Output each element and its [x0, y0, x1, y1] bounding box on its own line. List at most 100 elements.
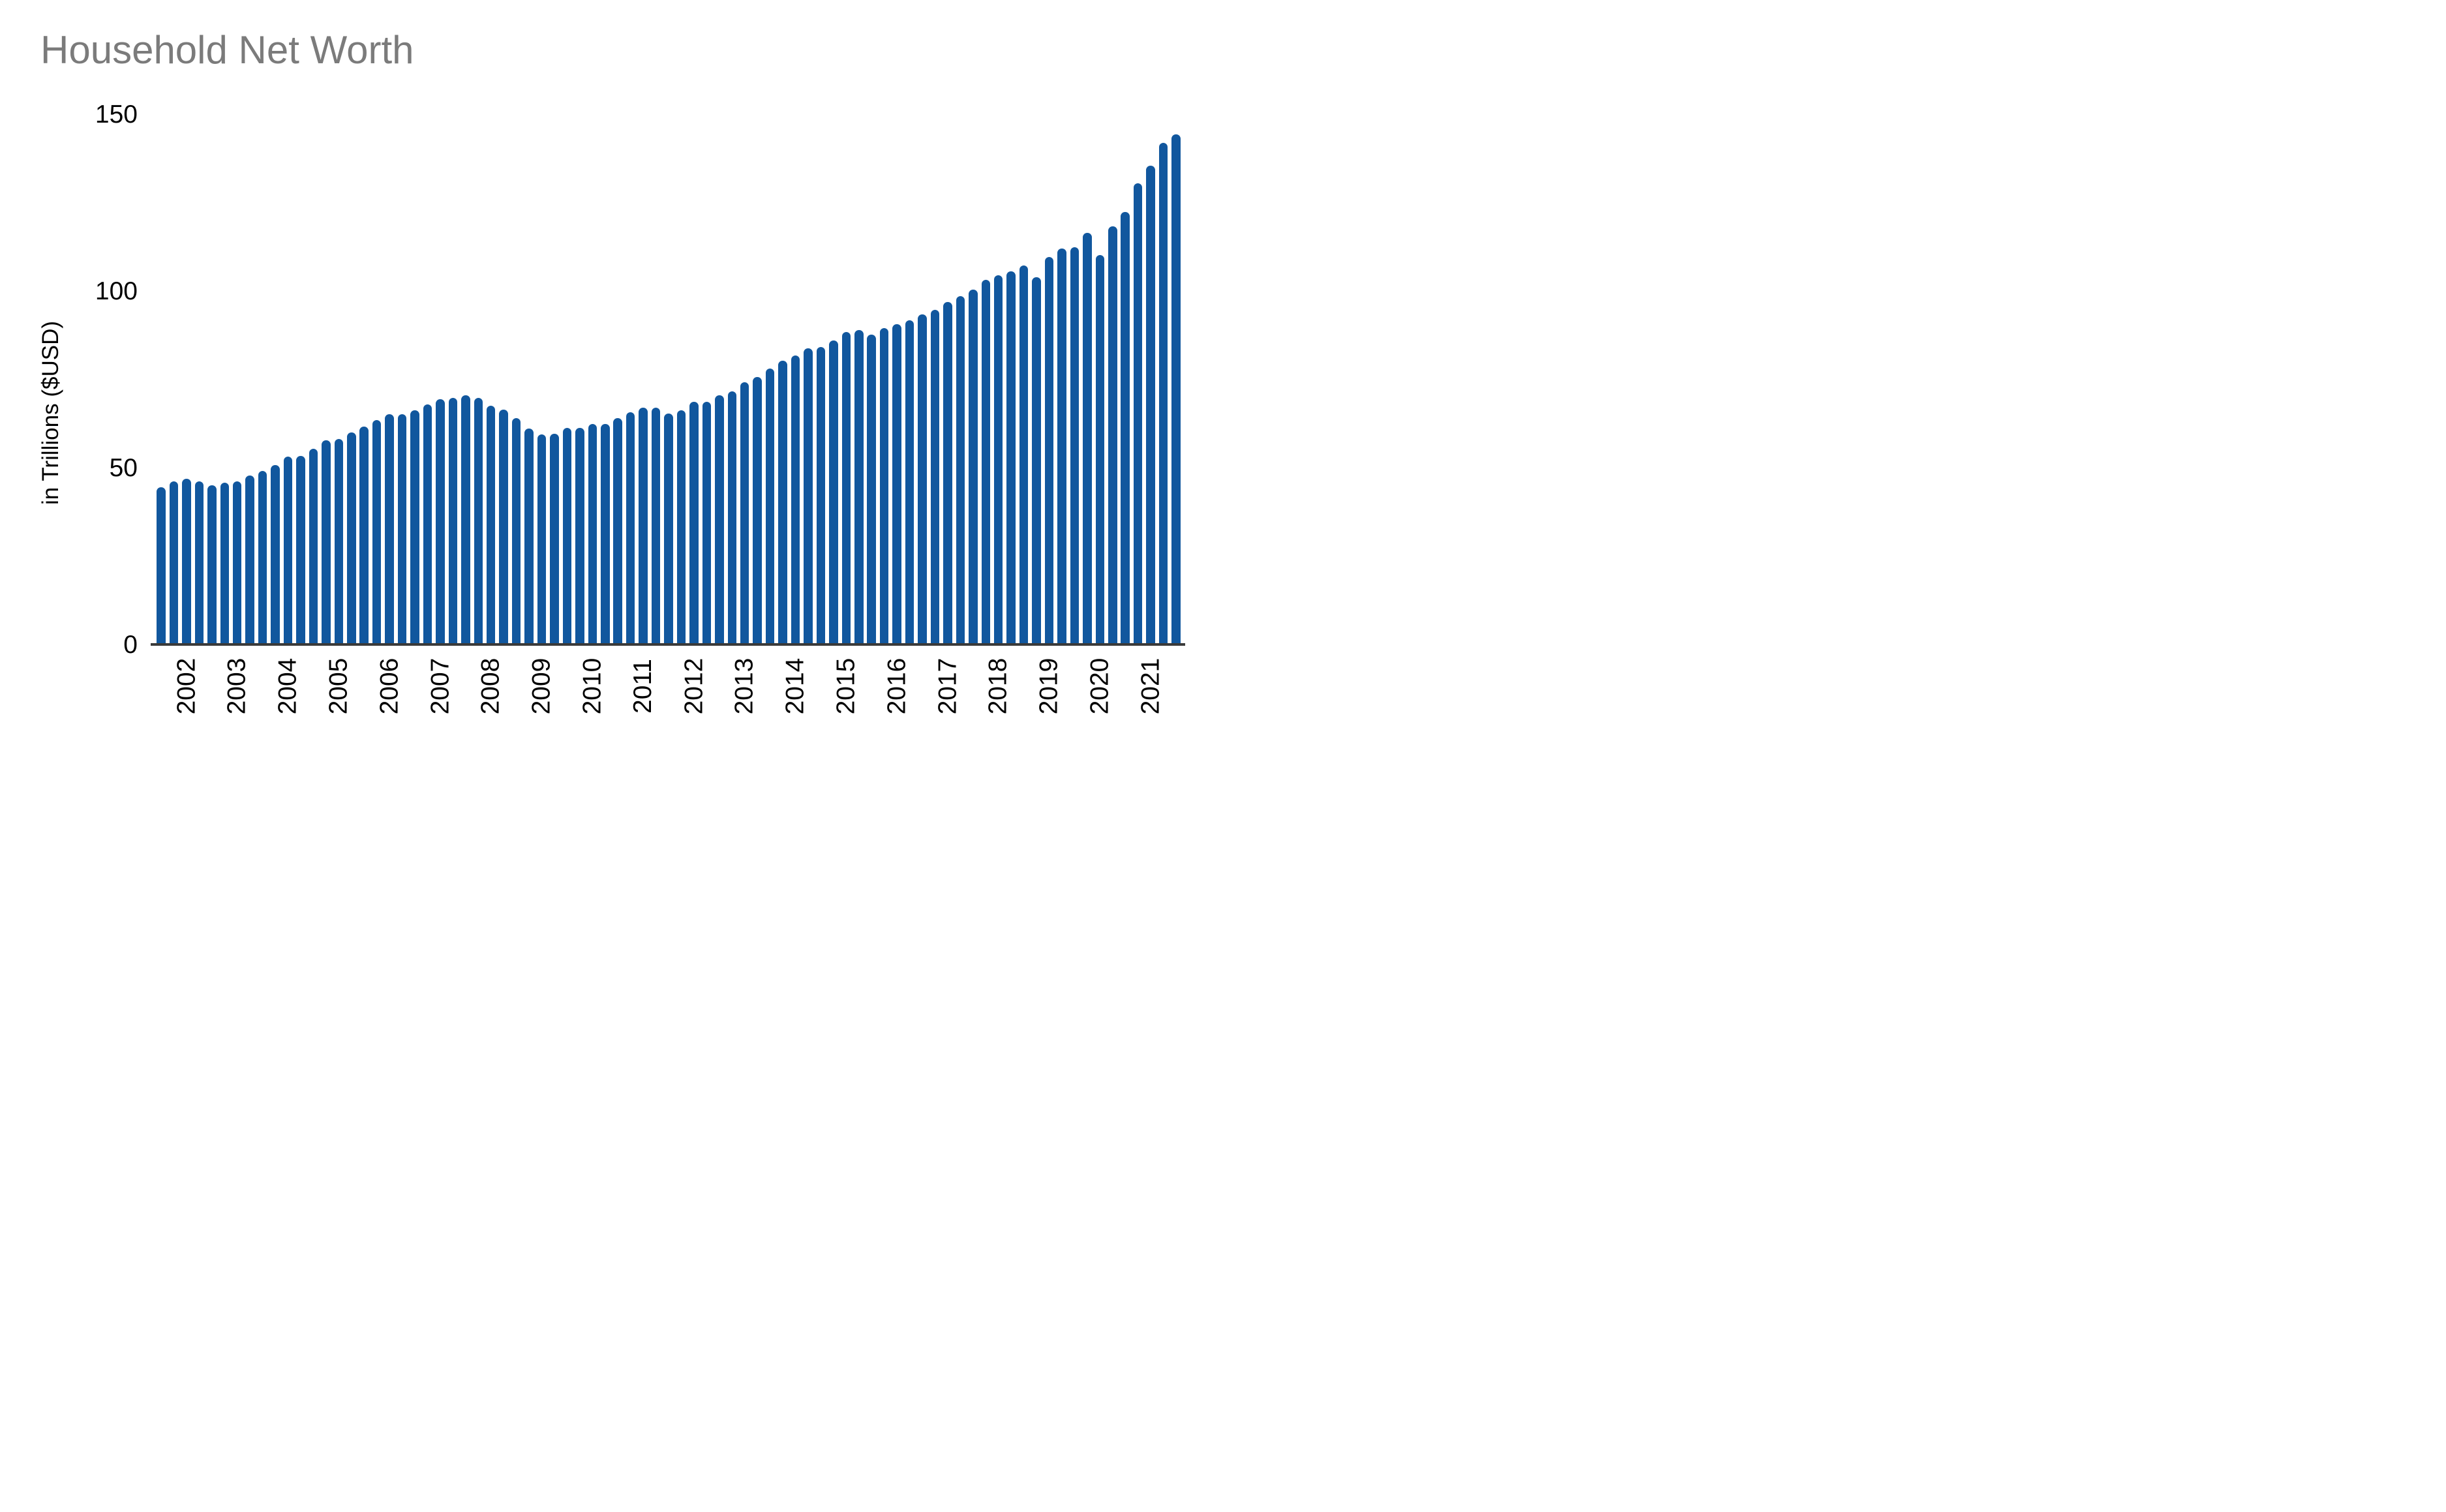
- x-tick-label-text: 2009: [527, 658, 556, 715]
- bar-2004Q2: [296, 455, 305, 644]
- bar-2013Q1: [740, 382, 749, 644]
- bar-2010Q1: [588, 423, 597, 644]
- bar-2017Q3: [969, 290, 978, 644]
- x-tick-label-text: 2008: [476, 658, 505, 715]
- bar-2016Q2: [905, 320, 914, 644]
- x-tick-label-text: 2005: [324, 658, 353, 715]
- bar-2004Q1: [283, 457, 293, 644]
- bar-2011Q1: [639, 407, 648, 644]
- bar-2012Q1: [689, 401, 699, 644]
- bar-2021Q1: [1146, 166, 1155, 644]
- bar-2015Q3: [867, 335, 876, 644]
- y-tick-label-150: 150: [95, 100, 138, 129]
- x-tick-label-2021: 2021: [1118, 658, 1183, 715]
- x-tick-label-text: 2012: [679, 658, 708, 715]
- bar-2020Q1: [1095, 255, 1105, 644]
- bar-2010Q2: [601, 423, 610, 644]
- bar-2006Q4: [423, 404, 432, 644]
- bar-2020Q4: [1133, 183, 1143, 644]
- bar-2017Q4: [981, 279, 990, 644]
- bar-2017Q1: [943, 301, 952, 644]
- bar-2009Q2: [550, 433, 559, 644]
- x-axis-line: [151, 643, 1185, 646]
- bar-2019Q1: [1044, 256, 1054, 644]
- bar-2012Q4: [727, 391, 736, 644]
- bar-2006Q3: [410, 410, 419, 644]
- bar-2005Q2: [347, 432, 356, 644]
- bar-2001Q3: [157, 487, 166, 644]
- bar-2009Q4: [575, 428, 584, 644]
- bar-2019Q2: [1057, 249, 1066, 644]
- bar-2011Q4: [676, 410, 686, 644]
- x-tick-label-text: 2007: [425, 658, 454, 715]
- y-tick-label-50: 50: [109, 453, 138, 482]
- x-tick-label-text: 2018: [984, 658, 1012, 715]
- bar-2018Q4: [1032, 277, 1041, 644]
- bar-2018Q2: [1006, 271, 1016, 644]
- x-tick-label-text: 2021: [1136, 658, 1165, 715]
- x-tick-label-text: 2013: [730, 658, 759, 715]
- x-tick-label-text: 2017: [933, 658, 961, 715]
- bar-2007Q2: [448, 397, 458, 644]
- bar-2020Q3: [1121, 211, 1130, 644]
- bar-2013Q4: [778, 360, 787, 644]
- bar-2016Q4: [930, 310, 940, 644]
- x-tick-label-text: 2003: [222, 658, 251, 715]
- bar-2019Q4: [1083, 232, 1092, 644]
- bar-2014Q1: [791, 355, 800, 644]
- bar-2012Q2: [702, 401, 712, 644]
- bar-2005Q1: [334, 438, 344, 644]
- bar-2008Q3: [511, 418, 521, 644]
- bar-2007Q4: [474, 397, 483, 644]
- bar-2009Q3: [562, 427, 572, 644]
- x-tick-label-text: 2015: [832, 658, 860, 715]
- bar-2004Q3: [309, 449, 318, 644]
- bar-2008Q1: [486, 405, 496, 644]
- bar-2016Q3: [918, 314, 927, 644]
- chart-title: Household Net Worth: [40, 28, 414, 72]
- bar-2002Q3: [207, 485, 217, 644]
- bar-2018Q3: [1019, 265, 1029, 644]
- bar-2020Q2: [1108, 226, 1117, 644]
- x-tick-label-text: 2004: [273, 658, 302, 715]
- bar-2005Q4: [372, 419, 382, 644]
- bar-2021Q3: [1171, 134, 1181, 644]
- x-tick-label-text: 2019: [1034, 658, 1063, 715]
- bar-2002Q1: [182, 479, 191, 644]
- x-tick-label-text: 2011: [629, 659, 657, 714]
- bar-2016Q1: [892, 324, 901, 644]
- bar-2012Q3: [715, 395, 724, 644]
- bar-2021Q2: [1158, 143, 1168, 644]
- y-axis-title: in Trillions ($USD): [25, 309, 77, 517]
- y-tick-label-0: 0: [123, 630, 138, 659]
- bar-2007Q1: [436, 399, 445, 644]
- y-tick-label-100: 100: [95, 277, 138, 305]
- x-tick-label-text: 2002: [172, 658, 200, 715]
- bar-2010Q3: [613, 418, 622, 644]
- bar-2003Q4: [271, 464, 280, 644]
- bar-2017Q2: [956, 295, 965, 644]
- bar-2009Q1: [537, 434, 547, 644]
- bar-2003Q3: [258, 470, 267, 644]
- x-tick-label-text: 2014: [781, 658, 809, 715]
- x-tick-label-text: 2010: [578, 658, 607, 715]
- bar-2008Q4: [524, 428, 534, 644]
- bar-2015Q4: [879, 327, 889, 644]
- bar-2001Q4: [169, 481, 179, 644]
- bar-2015Q2: [854, 330, 864, 644]
- bar-2013Q2: [753, 377, 762, 644]
- bar-2011Q2: [651, 407, 661, 644]
- bar-2005Q3: [359, 426, 369, 644]
- bar-2018Q1: [993, 275, 1003, 644]
- bar-2010Q4: [626, 412, 635, 644]
- bar-2011Q3: [664, 414, 673, 644]
- bar-2003Q1: [232, 481, 242, 644]
- bar-2006Q2: [397, 414, 407, 644]
- x-tick-label-text: 2020: [1085, 658, 1114, 715]
- bar-2019Q3: [1070, 247, 1080, 644]
- bar-2015Q1: [841, 332, 851, 644]
- bar-2008Q2: [499, 410, 508, 644]
- bar-2013Q3: [765, 369, 775, 644]
- bar-2006Q1: [385, 414, 394, 644]
- x-tick-label-text: 2016: [883, 658, 911, 715]
